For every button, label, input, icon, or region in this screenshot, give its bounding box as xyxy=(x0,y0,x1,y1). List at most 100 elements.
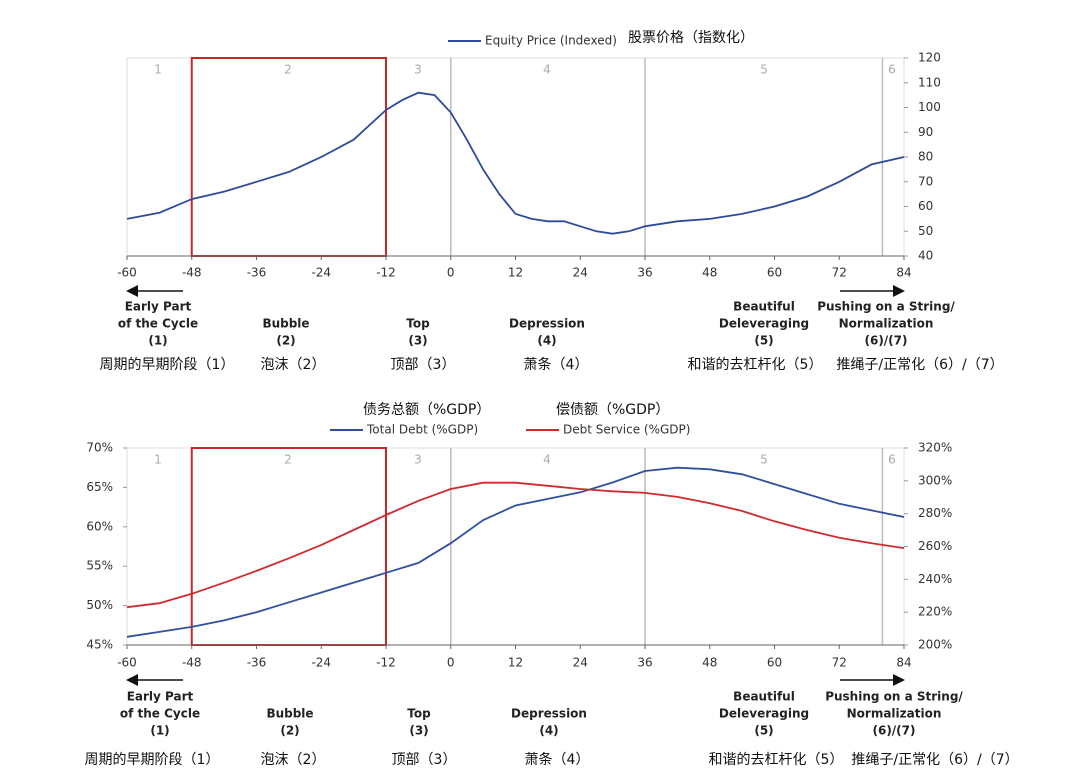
phase-label-cn: 和谐的去杠杆化（5） xyxy=(709,752,844,768)
y-tick-label: 200% xyxy=(918,638,952,652)
y-tick-label: 50 xyxy=(918,224,933,238)
phase-label: Early Part xyxy=(125,300,192,314)
x-tick-label: -48 xyxy=(182,656,202,670)
phase-number: 3 xyxy=(414,453,422,467)
phase-label-cn: 顶部（3） xyxy=(392,752,457,768)
phase-label-cn: 推绳子/正常化（6）/（7） xyxy=(836,357,1003,373)
x-tick-label: 60 xyxy=(767,656,782,670)
legend-cn: 偿债额（%GDP） xyxy=(556,402,669,418)
x-tick-label: -36 xyxy=(247,656,267,670)
phase-number: 2 xyxy=(284,63,292,77)
phase-label: Early Part xyxy=(127,690,194,704)
y-tick-label: 45% xyxy=(86,638,113,652)
phase-number: 1 xyxy=(154,63,162,77)
legend-cn: 股票价格（指数化） xyxy=(628,30,754,46)
y-tick-label: 110 xyxy=(918,75,941,89)
y-tick-label: 100 xyxy=(918,100,941,114)
plot-frame xyxy=(126,57,905,257)
phase-label: (2) xyxy=(280,724,299,738)
x-tick-label: -12 xyxy=(376,266,396,280)
phase-label: Depression xyxy=(511,707,587,721)
phase-label: (3) xyxy=(408,334,427,348)
phase-label-cn: 周期的早期阶段（1） xyxy=(85,752,220,768)
phase-label: Deleveraging xyxy=(719,707,809,721)
x-tick-label: 24 xyxy=(573,266,588,280)
phase-number: 3 xyxy=(414,63,422,77)
y-tick-label: 320% xyxy=(918,441,952,455)
phase-number: 2 xyxy=(284,453,292,467)
y-tick-label: 60 xyxy=(918,199,933,213)
phase-label: Normalization xyxy=(839,317,934,331)
phase-label-cn: 泡沫（2） xyxy=(261,752,326,768)
phase-label: Pushing on a String/ xyxy=(817,300,955,314)
phase-label: Beautiful xyxy=(733,300,795,314)
x-tick-label: 72 xyxy=(832,266,847,280)
phase-number: 5 xyxy=(760,63,768,77)
y-tick-label: 65% xyxy=(86,480,113,494)
phase-label: (6)/(7) xyxy=(872,724,915,738)
x-tick-label: 24 xyxy=(573,656,588,670)
y-tick-label: 120 xyxy=(918,51,941,65)
legend-label: Total Debt (%GDP) xyxy=(366,423,478,437)
phase-label: (2) xyxy=(276,334,295,348)
phase-label: Deleveraging xyxy=(719,317,809,331)
phase-label-cn: 周期的早期阶段（1） xyxy=(100,357,235,373)
x-tick-label: 36 xyxy=(637,656,652,670)
series-line xyxy=(126,466,905,638)
x-tick-label: 0 xyxy=(447,656,455,670)
phase-label: Top xyxy=(406,317,430,331)
x-tick-label: 72 xyxy=(832,656,847,670)
phase-label: (3) xyxy=(409,724,428,738)
y-tick-label: 90 xyxy=(918,125,933,139)
phase-label: Depression xyxy=(509,317,585,331)
phase-label: (5) xyxy=(754,334,773,348)
phase-label: (1) xyxy=(150,724,169,738)
x-tick-label: 48 xyxy=(702,656,717,670)
phase-label: (5) xyxy=(754,724,773,738)
highlight-box xyxy=(190,57,387,257)
phase-label-cn: 泡沫（2） xyxy=(261,357,326,373)
y-tick-label: 55% xyxy=(86,559,113,573)
x-tick-label: -24 xyxy=(311,656,331,670)
phase-number: 4 xyxy=(543,453,551,467)
x-tick-label: 84 xyxy=(896,266,911,280)
x-tick-label: -48 xyxy=(182,266,202,280)
phase-label: (4) xyxy=(537,334,556,348)
x-tick-label: 84 xyxy=(896,656,911,670)
phase-label: Pushing on a String/ xyxy=(825,690,963,704)
phase-number: 4 xyxy=(543,63,551,77)
phase-label: of the Cycle xyxy=(118,317,198,331)
phase-label: Normalization xyxy=(847,707,942,721)
phase-number: 5 xyxy=(760,453,768,467)
x-tick-label: -60 xyxy=(117,266,137,280)
phase-number: 6 xyxy=(888,453,896,467)
phase-label: (1) xyxy=(148,334,167,348)
phase-label-cn: 推绳子/正常化（6）/（7） xyxy=(851,752,1018,768)
y-tick-label: 80 xyxy=(918,150,933,164)
y-tick-label: 60% xyxy=(86,519,113,533)
x-tick-label: -12 xyxy=(376,656,396,670)
phase-label-cn: 顶部（3） xyxy=(391,357,456,373)
y-tick-label: 300% xyxy=(918,473,952,487)
phase-label: Bubble xyxy=(266,707,313,721)
phase-label-cn: 和谐的去杠杆化（5） xyxy=(688,357,823,373)
y-tick-label: 220% xyxy=(918,605,952,619)
x-tick-label: 60 xyxy=(767,266,782,280)
legend-cn: 债务总额（%GDP） xyxy=(363,402,490,418)
x-tick-label: 12 xyxy=(508,266,523,280)
x-tick-label: -24 xyxy=(311,266,331,280)
legend-label: Debt Service (%GDP) xyxy=(563,423,690,437)
x-tick-label: 12 xyxy=(508,656,523,670)
series-line xyxy=(126,481,905,609)
phase-label-cn: 萧条（4） xyxy=(525,751,590,768)
y-tick-label: 40 xyxy=(918,249,933,263)
x-tick-label: -36 xyxy=(247,266,267,280)
y-tick-label: 280% xyxy=(918,506,952,520)
y-tick-label: 240% xyxy=(918,572,952,586)
phase-label: Bubble xyxy=(262,317,309,331)
legend-label: Equity Price (Indexed) xyxy=(485,34,617,48)
series-line xyxy=(126,91,905,235)
phase-number: 6 xyxy=(888,63,896,77)
phase-label: (4) xyxy=(539,724,558,738)
